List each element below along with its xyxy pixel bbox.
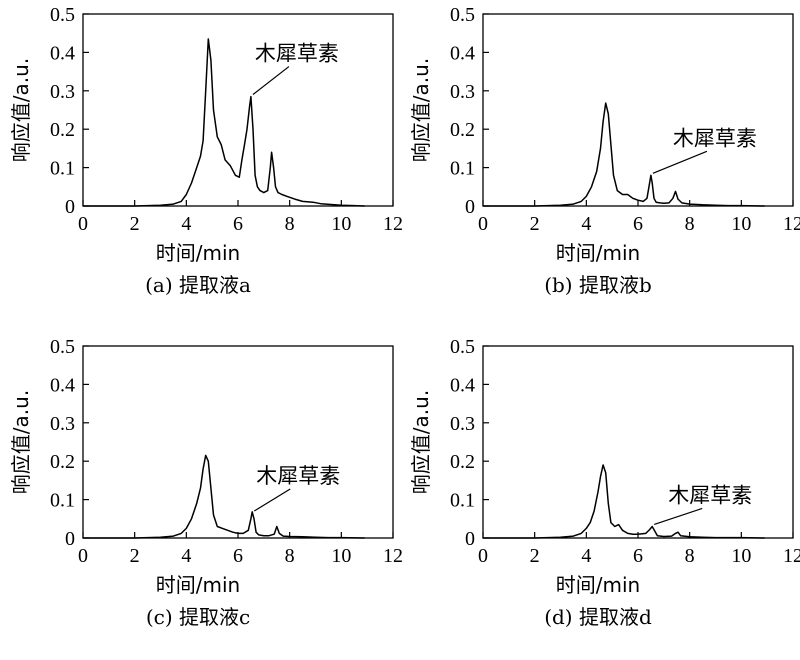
x-tick-label: 8 [285,213,295,235]
y-tick-label: 0.1 [50,158,75,180]
peak-annotation: 木犀草素 [256,464,340,488]
x-tick-label: 6 [233,545,243,567]
chart-panel-d: 0 2 4 6 8 10 12 0 0.1 0.2 0.3 0.4 0.5 时间/min 响应值/a.u. (… [409,336,800,629]
y-tick-label: 0.2 [450,119,475,141]
x-tick-label: 6 [633,213,643,235]
x-axis-label: 时间/min [556,573,640,597]
x-tick-label: 4 [181,545,191,567]
plot-frame [82,345,394,539]
x-tick-label: 0 [478,545,488,567]
x-tick-label: 6 [233,213,243,235]
panel-caption: (b) 提取液b [544,273,652,297]
y-tick-label: 0.4 [50,42,75,64]
y-tick-label: 0 [465,196,475,218]
y-axis-label: 响应值/a.u. [9,390,33,494]
peak-annotation: 木犀草素 [673,126,757,150]
x-tick-label: 0 [78,545,88,567]
x-tick-label: 8 [685,213,695,235]
x-tick-label: 12 [383,545,403,567]
annotation-leader-line [654,507,703,526]
x-tick-label: 12 [783,213,800,235]
x-tick-label: 8 [685,545,695,567]
x-tick-label: 6 [633,545,643,567]
x-tick-label: 2 [130,213,140,235]
y-tick-label: 0 [65,528,75,550]
y-tick-label: 0.3 [450,413,475,435]
x-tick-label: 8 [285,545,295,567]
chromatogram-line [83,454,365,539]
peak-annotation: 木犀草素 [255,42,339,66]
x-tick-label: 4 [581,545,591,567]
x-tick-label: 10 [331,545,351,567]
y-tick-label: 0.3 [450,81,475,103]
x-tick-label: 4 [181,213,191,235]
x-tick-label: 0 [478,213,488,235]
annotation-leader-line [253,488,291,512]
plot-frame [482,345,794,539]
x-axis-label: 时间/min [556,241,640,265]
y-tick-label: 0.2 [50,451,75,473]
x-tick-label: 10 [331,213,351,235]
y-tick-label: 0.5 [50,4,75,26]
y-tick-label: 0.4 [450,42,475,64]
y-tick-label: 0.3 [50,81,75,103]
peak-annotation: 木犀草素 [668,483,752,507]
chromatogram-line [483,102,765,207]
y-tick-label: 0 [65,196,75,218]
x-tick-label: 12 [783,545,800,567]
x-tick-label: 4 [581,213,591,235]
y-tick-label: 0.5 [450,4,475,26]
x-tick-label: 10 [731,545,751,567]
annotation-leader-line [652,150,708,174]
y-tick-label: 0.3 [50,413,75,435]
x-tick-label: 0 [78,213,88,235]
y-axis-label: 响应值/a.u. [409,390,433,494]
y-tick-label: 0.2 [50,119,75,141]
annotation-leader-line [252,66,290,96]
chromatogram-line [83,38,365,207]
panel-caption: (a) 提取液a [145,273,251,297]
y-tick-label: 0.4 [450,374,475,396]
chart-panel-b: 0 2 4 6 8 10 12 0 0.1 0.2 0.3 0.4 0.5 时间/min 响应值/a.u. (… [409,4,800,297]
y-tick-label: 0.1 [50,490,75,512]
panel-caption: (d) 提取液d [544,605,652,629]
x-tick-label: 10 [731,213,751,235]
y-tick-label: 0.1 [450,490,475,512]
y-tick-label: 0.2 [450,451,475,473]
x-tick-label: 2 [130,545,140,567]
y-tick-label: 0.5 [450,336,475,358]
x-axis-label: 时间/min [156,241,240,265]
y-tick-label: 0.4 [50,374,75,396]
x-tick-label: 2 [530,213,540,235]
chart-panel-a: 0 2 4 6 8 10 12 0 0.1 0.2 0.3 0.4 0.5 时间/min 响应值/a.u. (… [9,4,403,297]
y-axis-label: 响应值/a.u. [409,58,433,162]
panel-caption: (c) 提取液c [146,605,250,629]
y-tick-label: 0 [465,528,475,550]
y-tick-label: 0.5 [50,336,75,358]
chart-panel-c: 0 2 4 6 8 10 12 0 0.1 0.2 0.3 0.4 0.5 时间/min 响应值/a.u. (… [9,336,403,629]
x-tick-label: 12 [383,213,403,235]
plot-frame [482,13,794,207]
y-tick-label: 0.1 [450,158,475,180]
x-tick-label: 2 [530,545,540,567]
y-axis-label: 响应值/a.u. [9,58,33,162]
chromatogram-line [483,464,765,539]
x-axis-label: 时间/min [156,573,240,597]
